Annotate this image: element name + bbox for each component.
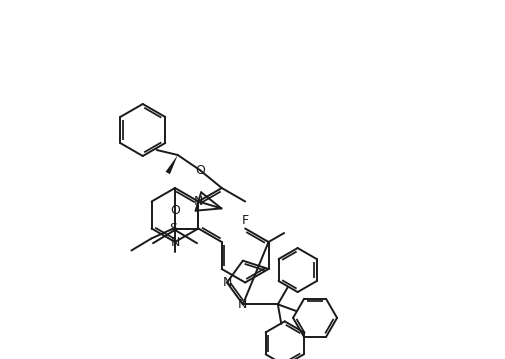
Text: N: N (238, 298, 247, 311)
Text: N: N (194, 195, 203, 208)
Text: S: S (169, 222, 177, 235)
Text: N: N (170, 236, 180, 248)
Text: O: O (170, 204, 180, 216)
Text: F: F (241, 214, 248, 227)
Polygon shape (166, 155, 178, 174)
Text: O: O (195, 163, 205, 177)
Text: N: N (222, 276, 232, 289)
